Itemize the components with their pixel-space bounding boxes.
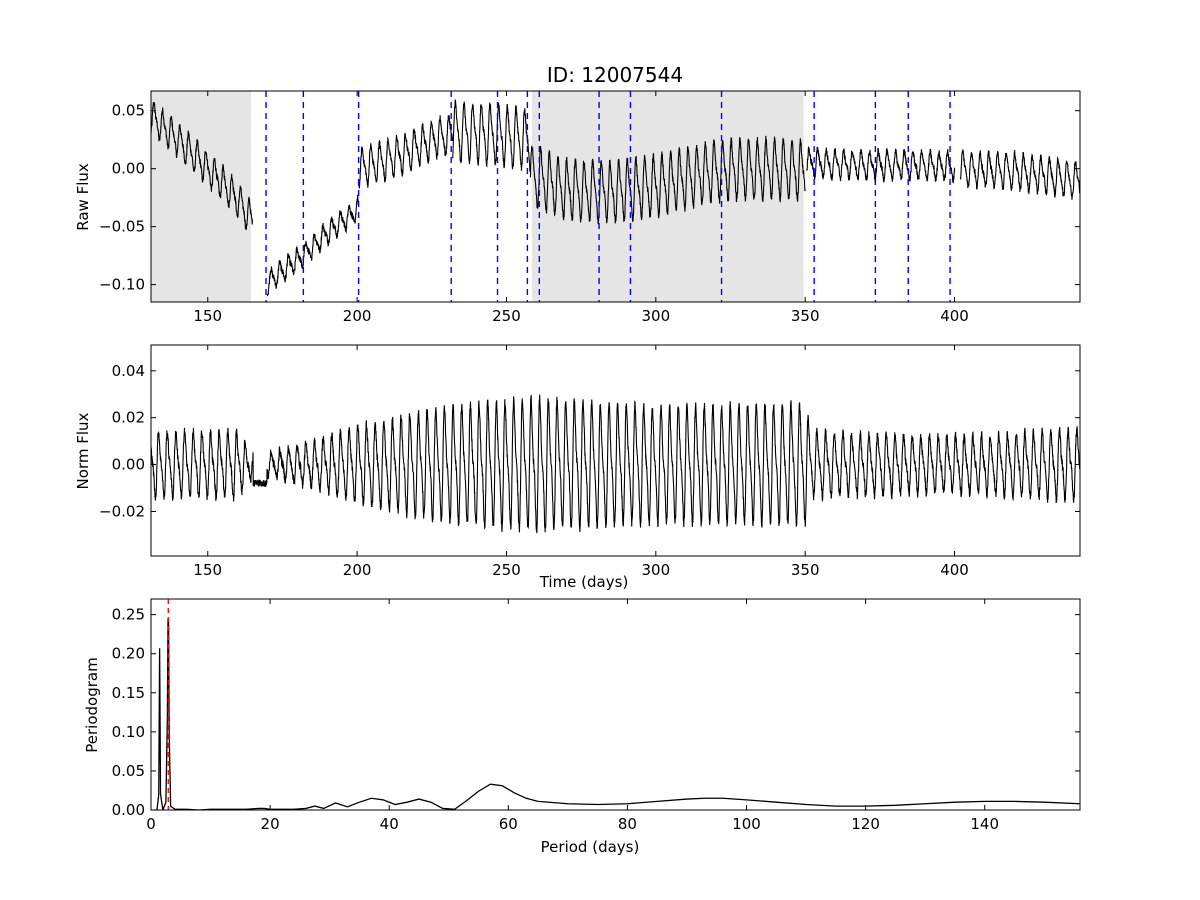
chart-title: ID: 12007544 — [547, 63, 683, 87]
period-axis-label: Period (days) — [541, 838, 640, 856]
plot-area — [153, 599, 1080, 810]
x-tick-label: 400 — [940, 307, 969, 325]
norm-flux-line — [151, 394, 1080, 534]
axes-frame — [150, 90, 1081, 303]
norm-flux-axis-label: Norm Flux — [74, 412, 92, 489]
raw-flux-line — [151, 99, 1080, 297]
x-tick-label: 20 — [261, 815, 280, 833]
x-tick-label: 250 — [492, 561, 521, 579]
y-tick-label: 0.05 — [112, 102, 145, 120]
x-tick-label: 60 — [499, 815, 518, 833]
x-tick-label: 350 — [791, 307, 820, 325]
axes-frame — [150, 598, 1081, 811]
y-tick-label: −0.02 — [99, 502, 145, 520]
periodogram-line — [153, 618, 1080, 810]
periodogram-axis-label: Periodogram — [83, 657, 101, 752]
x-tick-label: 0 — [146, 815, 156, 833]
panel-3: 0 20 40 60 80 100 120 140 0.00 0.05 0.10 0.15 0.20 0.… — [112, 598, 1081, 833]
shaded-region-2 — [531, 91, 804, 302]
y-tick-label: 0.10 — [112, 723, 145, 741]
y-tick-label: 0.25 — [112, 606, 145, 624]
y-tick-label: 0.05 — [112, 762, 145, 780]
time-axis-label: Time (days) — [539, 573, 629, 591]
y-tick-label: 0.02 — [112, 409, 145, 427]
y-tick-label: 0.15 — [112, 684, 145, 702]
y-tick-label: 0.00 — [112, 801, 145, 819]
y-tick-label: 0.04 — [112, 362, 145, 380]
x-tick-label: 140 — [970, 815, 999, 833]
x-tick-label: 300 — [642, 561, 671, 579]
x-tick-label: 40 — [380, 815, 399, 833]
panel-2: 150 200 250 300 350 400 −0.02 0.00 0.02 0.04 — [99, 344, 1081, 579]
x-tick-label: 100 — [732, 815, 761, 833]
x-tick-label: 400 — [940, 561, 969, 579]
shaded-region-1 — [151, 91, 252, 302]
raw-flux-axis-label: Raw Flux — [74, 163, 92, 231]
x-tick-label: 150 — [193, 561, 222, 579]
y-tick-label: 0.00 — [112, 456, 145, 474]
plot-area — [151, 394, 1080, 534]
x-tick-label: 300 — [642, 307, 671, 325]
axes-frame — [150, 344, 1081, 557]
y-tick-label: −0.05 — [99, 218, 145, 236]
y-tick-label: −0.10 — [99, 276, 145, 294]
y-tick-label: 0.20 — [112, 645, 145, 663]
panel-1: 150 200 250 300 350 400 −0.10 −0.05 0.00 0.05 — [99, 90, 1081, 325]
x-tick-label: 120 — [851, 815, 880, 833]
x-tick-label: 350 — [791, 561, 820, 579]
x-tick-label: 200 — [343, 307, 372, 325]
y-tick-label: 0.00 — [112, 160, 145, 178]
x-tick-label: 200 — [343, 561, 372, 579]
x-tick-label: 250 — [492, 307, 521, 325]
x-tick-label: 80 — [618, 815, 637, 833]
plot-area — [151, 91, 1080, 302]
x-tick-label: 150 — [193, 307, 222, 325]
